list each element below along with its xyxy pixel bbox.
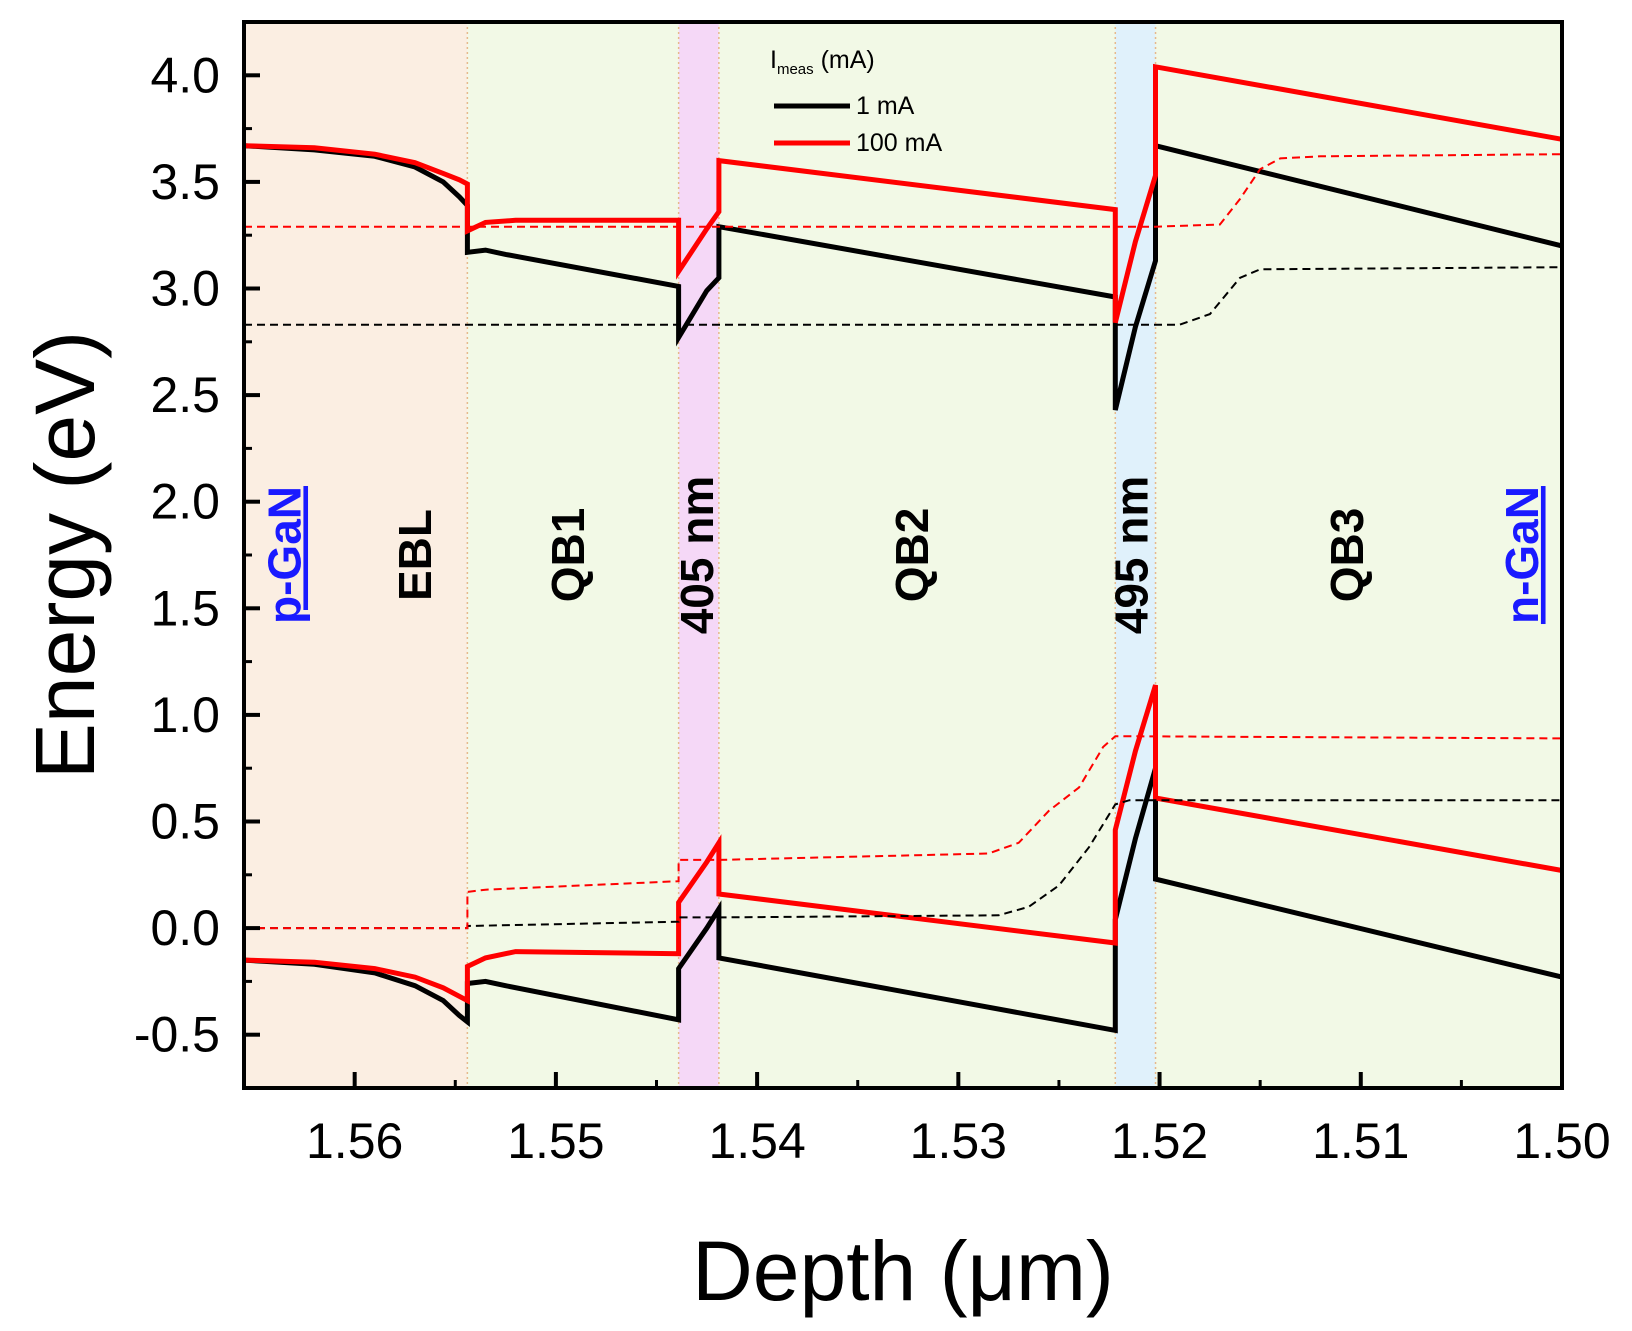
region-label-6: QB3 [1321,508,1373,603]
legend-title: Imeas (mA) [770,46,875,78]
x-tick-label: 1.53 [910,1113,1007,1169]
legend: Imeas (mA) 1 mA 100 mA [770,46,942,157]
band-line-2 [243,63,1563,324]
region-label-4: QB2 [886,508,938,603]
band-series [243,63,1563,1034]
region-label-1: EBL [389,509,441,601]
band-line-1 [243,767,1563,1034]
x-tick-label: 1.54 [708,1113,805,1169]
x-tick-label: 1.51 [1312,1113,1409,1169]
y-tick-label: 0.0 [150,900,220,956]
y-tick-label: 2.0 [150,474,220,530]
region-band-2 [467,22,679,1088]
region-label-7: n-GaN [1496,486,1548,624]
band-line-3 [243,684,1563,1005]
region-band-0 [244,22,468,1088]
y-tick-label: 4.0 [150,47,220,103]
region-label-0: p-GaN [258,486,310,624]
y-tick-label: 1.0 [150,687,220,743]
legend-label-0: 1 mA [856,92,915,120]
y-tick-label: 0.5 [150,794,220,850]
y-axis-label: Energy (eV) [18,331,112,779]
y-tick-label: 1.5 [150,580,220,636]
x-tick-label: 1.50 [1513,1113,1610,1169]
quasi-fermi-line-4 [244,266,1563,326]
x-tick-label: 1.55 [507,1113,604,1169]
band-line-0 [243,142,1563,411]
y-tick-label: 3.5 [150,154,220,210]
region-label-3: 405 nm [671,476,723,635]
x-tick-label: 1.52 [1111,1113,1208,1169]
y-tick-label: -0.5 [134,1007,220,1063]
region-label-5: 495 nm [1106,476,1158,635]
region-labels: p-GaN EBL QB1 405 nm QB2 495 nm QB3 n-GaN [258,476,1548,635]
y-tick-label: 3.0 [150,261,220,317]
y-tick-label: 2.5 [150,367,220,423]
legend-label-1: 100 mA [856,129,942,157]
region-band-6 [1155,22,1562,1088]
x-axis-label: Depth (μm) [692,1224,1114,1318]
quasi-fermi-line-7 [244,735,1563,930]
x-tick-label: 1.56 [306,1113,403,1169]
region-label-2: QB1 [542,508,594,603]
axis-ticks: -0.5 0.0 0.5 1.0 1.5 2.0 2.5 3.0 3.5 4.0 1.56 1.55 1… [134,47,1611,1169]
region-band-3 [678,22,719,1088]
